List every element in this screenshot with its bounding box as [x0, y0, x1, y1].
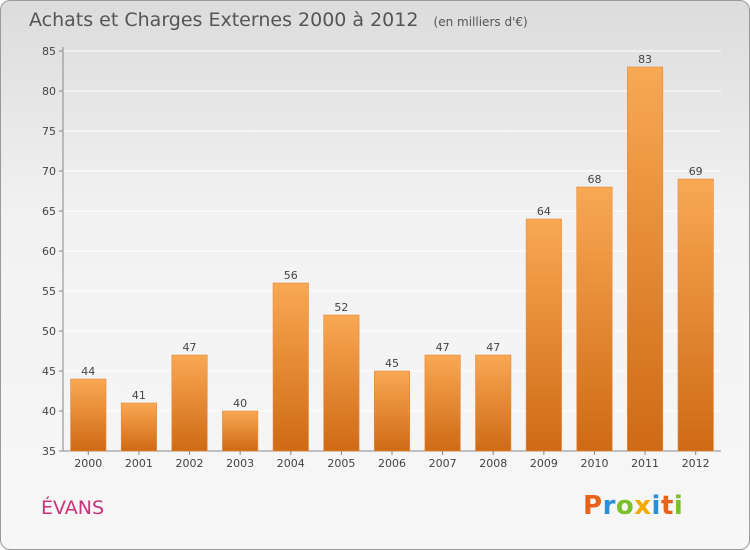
bar-2006	[373, 370, 411, 452]
data-label: 44	[81, 365, 95, 378]
bars	[70, 66, 714, 452]
bar-2008	[475, 354, 512, 452]
x-tick-label: 2009	[530, 457, 558, 470]
y-tick-label: 35	[42, 445, 56, 458]
data-label: 41	[132, 389, 146, 402]
x-tick-label: 2007	[429, 457, 457, 470]
bar-2001	[120, 402, 157, 452]
data-label: 56	[284, 269, 298, 282]
data-label: 47	[486, 341, 500, 354]
chart-title: Achats et Charges Externes 2000 à 2012	[29, 9, 419, 31]
data-label: 47	[183, 341, 197, 354]
x-tick-label: 2011	[631, 457, 659, 470]
proxiti-logo: Proxiti	[583, 491, 684, 521]
y-tick-label: 75	[42, 125, 56, 138]
x-tick-label: 2008	[479, 457, 507, 470]
x-tick-label: 2002	[176, 457, 204, 470]
y-tick-label: 55	[42, 285, 56, 298]
data-label: 64	[537, 205, 551, 218]
bar-2012	[677, 178, 714, 452]
bar-2005	[323, 314, 360, 452]
x-tick-label: 2010	[580, 457, 608, 470]
x-tick-label: 2001	[125, 457, 153, 470]
chart-unit: (en milliers d'€)	[433, 15, 528, 29]
y-tick-label: 60	[42, 245, 56, 258]
bar-2009	[525, 218, 562, 452]
x-tick-label: 2003	[226, 457, 254, 470]
chart-title-block: Achats et Charges Externes 2000 à 2012 (…	[29, 9, 528, 31]
x-tick-label: 2006	[378, 457, 406, 470]
y-tick-label: 80	[42, 85, 56, 98]
data-labels: 44 41 47 40 56 52 45 47 47 64 68 83 69	[81, 53, 702, 410]
data-label: 68	[587, 173, 601, 186]
y-tick-label: 65	[42, 205, 56, 218]
data-label: 47	[436, 341, 450, 354]
x-tick-label: 2000	[74, 457, 102, 470]
bar-2003	[222, 410, 259, 452]
y-tick-label: 50	[42, 325, 56, 338]
x-tick-label: 2004	[277, 457, 305, 470]
data-label: 69	[689, 165, 703, 178]
bar-2010	[576, 186, 613, 452]
data-label: 45	[385, 357, 399, 370]
bar-2002	[171, 354, 208, 452]
y-tick-label: 70	[42, 165, 56, 178]
data-label: 83	[638, 53, 652, 66]
y-tick-label: 85	[42, 45, 56, 58]
bar-2004	[272, 282, 309, 452]
bar-2007	[424, 354, 461, 452]
x-tick-label: 2005	[327, 457, 355, 470]
bar-2011	[627, 66, 664, 452]
x-axis: 2000 2001 2002 2003 2004 2005 2006 2007 2008 2009…	[74, 451, 710, 470]
x-tick-label: 2012	[682, 457, 710, 470]
bar-2000	[70, 378, 107, 452]
data-label: 52	[334, 301, 348, 314]
town-name: ÉVANS	[41, 497, 105, 519]
y-tick-label: 40	[42, 405, 56, 418]
y-tick-label: 45	[42, 365, 56, 378]
data-label: 40	[233, 397, 247, 410]
